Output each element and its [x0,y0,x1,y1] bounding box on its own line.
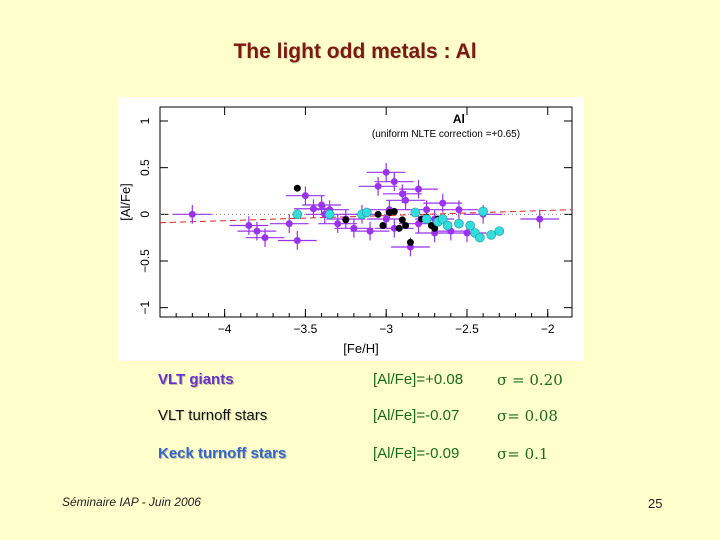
keck-turnoff-point [494,226,505,236]
keck-turnoff-label: Keck turnoff stars [158,445,287,462]
x-tick-label: −2 [541,322,555,336]
giant-point [390,224,398,232]
giant-point [253,227,261,235]
y-tick-label: 1 [138,117,152,124]
giant-point [390,178,398,186]
footer-text: Séminaire IAP - Juin 2006 [62,495,201,509]
giant-point [318,201,326,209]
giant-point [455,206,463,214]
keck-turnoff-point [478,206,488,217]
vlt-turnoff-point [379,222,387,230]
vlt-turnoff-point [374,210,382,218]
vlt-turnoff-point [395,224,403,232]
giant-point [423,206,431,214]
giant-point [374,182,382,190]
vlt-turnoff-point [406,238,414,246]
giant-point [261,234,269,242]
y-tick-label: 0 [138,211,152,218]
giant-point [245,222,253,230]
giant-point [309,205,317,213]
giant-point [301,192,309,200]
vlt-turnoff-point [390,208,398,216]
legend-row-giants: VLT giants [Al/Fe]=+0.08 σ = 0.20 [0,371,720,393]
chart-svg: −4 −3.5 −3 −2.5 −2 −1 −0.5 0 0.5 1 [Fe/H] [Al/Fe] Al… [118,106,573,356]
keck-turnoff-point [454,218,464,229]
y-tick-label: −1 [138,301,152,315]
keck-turnoff-point [292,209,303,220]
vlt-turnoff-point [293,184,301,192]
plot-frame [159,106,573,318]
giants-sigma: σ = 0.20 [497,371,563,389]
keck-turnoff-point [475,232,485,243]
giant-point [285,220,293,228]
giant-point [402,196,410,204]
vlt-turnoff-label: VLT turnoff stars [158,407,268,424]
keck-turnoff-point [486,230,497,240]
chart-title: Al [453,112,465,126]
x-tick-label: −3 [379,322,393,336]
y-tick-label: −0.5 [138,249,152,273]
giant-point [188,210,196,218]
keck-turnoff-point [324,209,335,220]
keck-turnoff-point [410,207,421,218]
vlt-turnoff-point [342,216,350,224]
scatter-plot: −4 −3.5 −3 −2.5 −2 −1 −0.5 0 0.5 1 [Fe/H] [Al/Fe] Al… [118,97,584,361]
keck-turnoff-point [421,214,432,224]
x-tick-label: −4 [218,322,232,336]
keck-turnoff-point [442,220,453,231]
vlt-turnoff-point [431,224,439,232]
y-axis-label: [Al/Fe] [118,183,133,221]
giant-point [398,190,406,198]
giant-point [536,215,544,223]
keck-turnoff-sigma: σ= 0.1 [497,445,549,463]
x-tick-label: −3.5 [294,322,318,336]
giant-point [350,224,358,232]
vlt-turnoff-point [398,216,406,224]
keck-turnoff-point [362,207,372,218]
legend-row-keck: Keck turnoff stars [Al/Fe]=-0.09 σ= 0.1 [0,445,720,467]
vlt-turnoff-sigma: σ= 0.08 [497,407,558,425]
giant-point [415,185,423,193]
keck-turnoff-point [465,220,476,231]
giant-point [366,227,374,235]
vlt-turnoff-value: [Al/Fe]=-0.07 [373,407,460,424]
fit-line [159,209,573,224]
y-tick-label: 0.5 [138,159,152,176]
giants-label: VLT giants [158,371,234,388]
slide-title: The light odd metals : Al [233,40,477,63]
giant-point [382,168,390,176]
keck-turnoff-point [437,214,448,224]
x-axis-label: [Fe/H] [343,341,378,356]
page-number: 25 [648,496,663,511]
legend-row-vlt-turnoff: VLT turnoff stars [Al/Fe]=-0.07 σ= 0.08 [0,407,720,429]
giants-value: [Al/Fe]=+0.08 [373,371,464,388]
giant-point [382,215,390,223]
chart-annotation: (uniform NLTE correction =+0.65) [372,129,520,140]
giant-point [334,220,342,228]
vlt-turnoff-point [402,222,410,230]
giant-point [439,199,447,207]
giant-point [463,229,471,237]
x-tick-label: −2.5 [455,322,479,336]
keck-turnoff-value: [Al/Fe]=-0.09 [373,445,460,462]
giant-point [293,236,301,244]
